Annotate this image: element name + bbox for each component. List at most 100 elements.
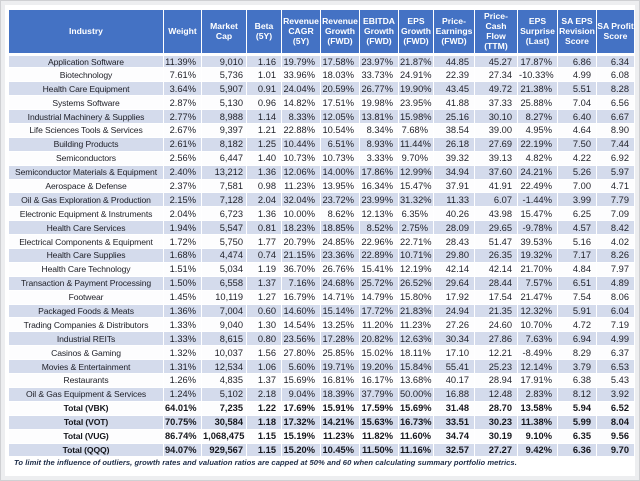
- value-cell: 9.10%: [517, 428, 558, 444]
- value-cell: 30.10: [474, 109, 518, 125]
- value-cell: 17.59%: [359, 400, 399, 416]
- value-cell: 2.83%: [517, 386, 558, 402]
- value-cell: 1.27: [246, 289, 282, 305]
- value-cell: 5.94: [557, 400, 597, 416]
- industry-cell: Life Sciences Tools & Services: [8, 123, 164, 138]
- value-cell: 11.44%: [398, 136, 434, 152]
- value-cell: 1.32%: [163, 345, 202, 361]
- value-cell: 6.94: [557, 331, 597, 347]
- value-cell: 6.52: [596, 400, 635, 416]
- value-cell: 5.91: [557, 303, 597, 319]
- value-cell: 1.40: [246, 150, 282, 166]
- value-cell: 13.58%: [517, 400, 558, 416]
- value-cell: 21.47%: [517, 289, 558, 305]
- value-cell: 12.48: [474, 386, 518, 402]
- industry-cell: Health Care Equipment: [8, 81, 164, 97]
- value-cell: 12,534: [201, 359, 247, 375]
- value-cell: 18.39%: [320, 386, 360, 402]
- value-cell: 16.73%: [398, 414, 434, 430]
- value-cell: 19.98%: [359, 95, 399, 111]
- table-row: Health Care Services 1.94% 5,547 0.81 18.23%…: [8, 220, 635, 236]
- value-cell: 15.20%: [281, 442, 321, 458]
- value-cell: 5,547: [201, 220, 247, 236]
- value-cell: 5.51: [557, 81, 597, 97]
- value-cell: 41.91: [474, 178, 518, 194]
- value-cell: 8.62%: [320, 206, 360, 222]
- value-cell: 7,235: [201, 400, 247, 416]
- industry-cell: Electronic Equipment & Instruments: [8, 206, 164, 222]
- value-cell: 17.28%: [320, 331, 360, 347]
- industry-cell: Building Products: [8, 136, 164, 152]
- value-cell: 30.23: [474, 414, 518, 430]
- value-cell: 9,010: [201, 53, 247, 69]
- value-cell: 19.79%: [281, 53, 321, 69]
- table-row: Aerospace & Defense 2.37% 7,581 0.98 11.23% 1…: [8, 178, 635, 194]
- total-row: Total (QQQ) 94.07% 929,567 1.15 15.20% 10.45%…: [8, 442, 635, 458]
- value-cell: 6,447: [201, 150, 247, 166]
- value-cell: 2.75%: [398, 220, 434, 236]
- value-cell: 22.71%: [398, 234, 434, 250]
- industry-cell: Oil & Gas Exploration & Production: [8, 192, 164, 208]
- value-cell: 16.88: [433, 386, 475, 402]
- value-cell: 22.19%: [517, 136, 558, 152]
- value-cell: 34.74: [433, 428, 475, 444]
- table-row: Building Products 2.61% 8,182 1.25 10.44% 6.5…: [8, 136, 635, 152]
- value-cell: 33.96%: [281, 67, 321, 83]
- value-cell: 14.79%: [359, 289, 399, 305]
- value-cell: 7.00: [557, 178, 597, 194]
- industry-cell: Systems Software: [8, 95, 164, 111]
- value-cell: 13.68%: [398, 373, 434, 388]
- value-cell: 1.56: [246, 345, 282, 361]
- value-cell: 16.17%: [359, 373, 399, 388]
- value-cell: 10.00%: [281, 206, 321, 222]
- value-cell: 1.77: [246, 234, 282, 250]
- value-cell: 12.32%: [517, 303, 558, 319]
- value-cell: 3.92: [596, 386, 635, 402]
- value-cell: 1.16: [246, 53, 282, 69]
- value-cell: 11.16%: [398, 442, 434, 458]
- industry-cell: Semiconductors: [8, 150, 164, 166]
- value-cell: 6.35: [557, 428, 597, 444]
- value-cell: 2.67%: [163, 123, 202, 138]
- value-cell: 7.54: [557, 289, 597, 305]
- value-cell: 14.54%: [281, 317, 321, 333]
- industry-cell: Total (QQQ): [8, 442, 164, 458]
- industry-cell: Total (VUG): [8, 428, 164, 444]
- value-cell: 1.01: [246, 67, 282, 83]
- industry-cell: Electrical Components & Equipment: [8, 234, 164, 250]
- value-cell: 21.35: [474, 303, 518, 319]
- value-cell: 1.31%: [163, 359, 202, 375]
- value-cell: 14.00%: [320, 164, 360, 180]
- value-cell: 4.82%: [517, 150, 558, 166]
- header-row: Industry Weight Market Cap Beta (5Y) Revenue…: [8, 9, 635, 56]
- value-cell: 1.33%: [163, 331, 202, 347]
- value-cell: 1.50%: [163, 275, 202, 291]
- value-cell: 12.99%: [398, 164, 434, 180]
- industry-cell: Health Care Services: [8, 220, 164, 236]
- column-header-2: Market Cap: [201, 9, 247, 56]
- value-cell: 37.79%: [359, 386, 399, 402]
- value-cell: 1.37: [246, 373, 282, 388]
- value-cell: 32.04%: [281, 192, 321, 208]
- value-cell: 33.73%: [359, 67, 399, 83]
- value-cell: 55.41: [433, 359, 475, 375]
- industry-cell: Oil & Gas Equipment & Services: [8, 386, 164, 402]
- value-cell: 15.47%: [398, 178, 434, 194]
- value-cell: 40.26: [433, 206, 475, 222]
- table-row: Health Care Technology 1.51% 5,034 1.19 36.7…: [8, 261, 635, 277]
- value-cell: 37.91: [433, 178, 475, 194]
- value-cell: 15.47%: [517, 206, 558, 222]
- value-cell: 24.91%: [398, 67, 434, 83]
- value-cell: 19.90%: [398, 81, 434, 97]
- value-cell: 49.72: [474, 81, 518, 97]
- value-cell: 21.15%: [281, 248, 321, 263]
- value-cell: 1.21: [246, 123, 282, 138]
- value-cell: 16.81%: [320, 373, 360, 388]
- table-row: Movies & Entertainment 1.31% 12,534 1.06 5.6…: [8, 359, 635, 375]
- value-cell: 39.00: [474, 123, 518, 138]
- value-cell: 17.92: [433, 289, 475, 305]
- value-cell: 6.08: [596, 67, 635, 83]
- value-cell: 5.97: [596, 164, 635, 180]
- industry-cell: Industrial Machinery & Supplies: [8, 109, 164, 125]
- value-cell: 1.33%: [163, 317, 202, 333]
